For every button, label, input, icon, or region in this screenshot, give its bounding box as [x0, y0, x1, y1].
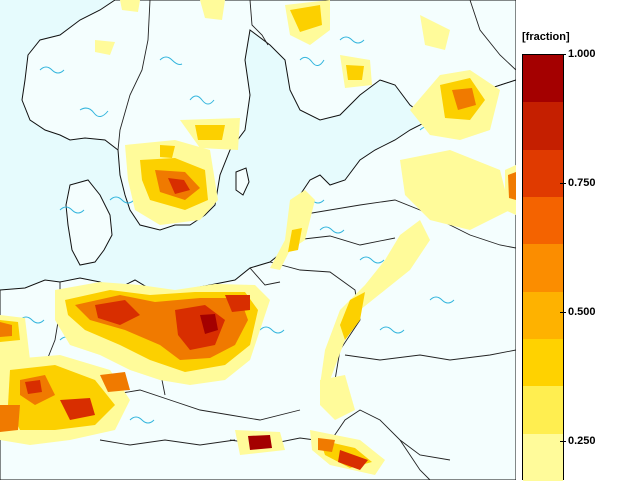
field-patch: [320, 220, 430, 385]
contour-line: [429, 296, 455, 304]
field-patch: [290, 5, 322, 32]
colorbar-bin: [523, 339, 563, 387]
colorbar: [522, 54, 564, 481]
field-patch: [346, 65, 364, 80]
contour-line: [59, 206, 85, 214]
border-kaliningrad: [249, 267, 281, 286]
colorbar-unit-label: [fraction]: [522, 31, 570, 43]
border-romania: [329, 409, 451, 461]
contour-line: [159, 56, 183, 65]
contour-line: [339, 36, 365, 44]
contour-line: [189, 95, 215, 105]
field-patch: [508, 172, 516, 200]
border-baltics-2: [294, 235, 396, 246]
field-patch: [0, 322, 12, 337]
border-norway-sweden: [117, 0, 151, 151]
field-patch: [200, 0, 225, 20]
contour-line: [39, 66, 65, 74]
colorbar-tick-label: 1.000: [568, 48, 596, 60]
field-patch: [95, 300, 140, 325]
field-patch: [288, 228, 302, 252]
field-patch: [195, 125, 225, 140]
field-patch: [400, 150, 510, 230]
contour-line: [319, 226, 345, 234]
border-belarus-ukraine: [344, 349, 516, 361]
colorbar-tick-label: 0.500: [568, 306, 596, 319]
field-patch: [340, 292, 365, 340]
colorbar-bin: [523, 197, 563, 245]
field-patch: [338, 450, 368, 470]
colorbar-legend: [fraction] 1.000 0.750 0.500 0.250: [516, 0, 640, 481]
field-patch: [95, 40, 115, 55]
contour-line: [299, 56, 325, 66]
field-patch: [60, 398, 95, 420]
border-baltics-1: [299, 199, 421, 216]
colorbar-bin: [523, 244, 563, 293]
field-patch: [452, 88, 476, 110]
colorbar-tick: [560, 312, 566, 314]
border-ukraine-moldova: [399, 439, 431, 480]
field-patch: [200, 314, 218, 334]
field-patch: [160, 145, 175, 158]
border-finland-russia: [469, 0, 516, 71]
field-patch: [248, 435, 272, 450]
field-patch: [120, 0, 140, 12]
border-sweden-finland: [249, 0, 269, 46]
field-patch: [225, 295, 250, 312]
field-patch: [320, 375, 355, 420]
field-patch: [420, 15, 450, 50]
border-czech: [109, 389, 301, 421]
field-patch: [25, 380, 42, 394]
contour-line: [129, 416, 155, 424]
colorbar-bin: [523, 386, 563, 435]
colorbar-bin: [523, 291, 563, 340]
contour-line: [359, 256, 385, 264]
contour-line: [19, 316, 45, 324]
field-patch: [0, 405, 20, 432]
colorbar-bin: [523, 102, 563, 151]
fraction-field: [0, 0, 516, 475]
colorbar-bin: [523, 55, 563, 103]
denmark-landmass: [65, 179, 113, 266]
colorbar-tick-label: 0.250: [568, 435, 596, 448]
contour-line: [109, 196, 135, 204]
gotland-island: [235, 167, 250, 196]
field-patch: [318, 438, 335, 452]
colorbar-tick: [560, 441, 566, 443]
colorbar-tick: [560, 54, 566, 55]
contour-line: [259, 326, 285, 334]
contour-line: [379, 326, 405, 334]
border-austria-hungary: [99, 439, 236, 446]
colorbar-bin: [523, 433, 563, 481]
field-patch: [168, 178, 190, 194]
field-patch: [100, 372, 130, 392]
contour-line: [79, 107, 109, 117]
map-canvas: [0, 0, 516, 480]
colorbar-bin: [523, 149, 563, 198]
colorbar-tick-label: 0.750: [568, 177, 596, 190]
map-panel: [0, 0, 516, 480]
colorbar-tick: [560, 183, 566, 185]
